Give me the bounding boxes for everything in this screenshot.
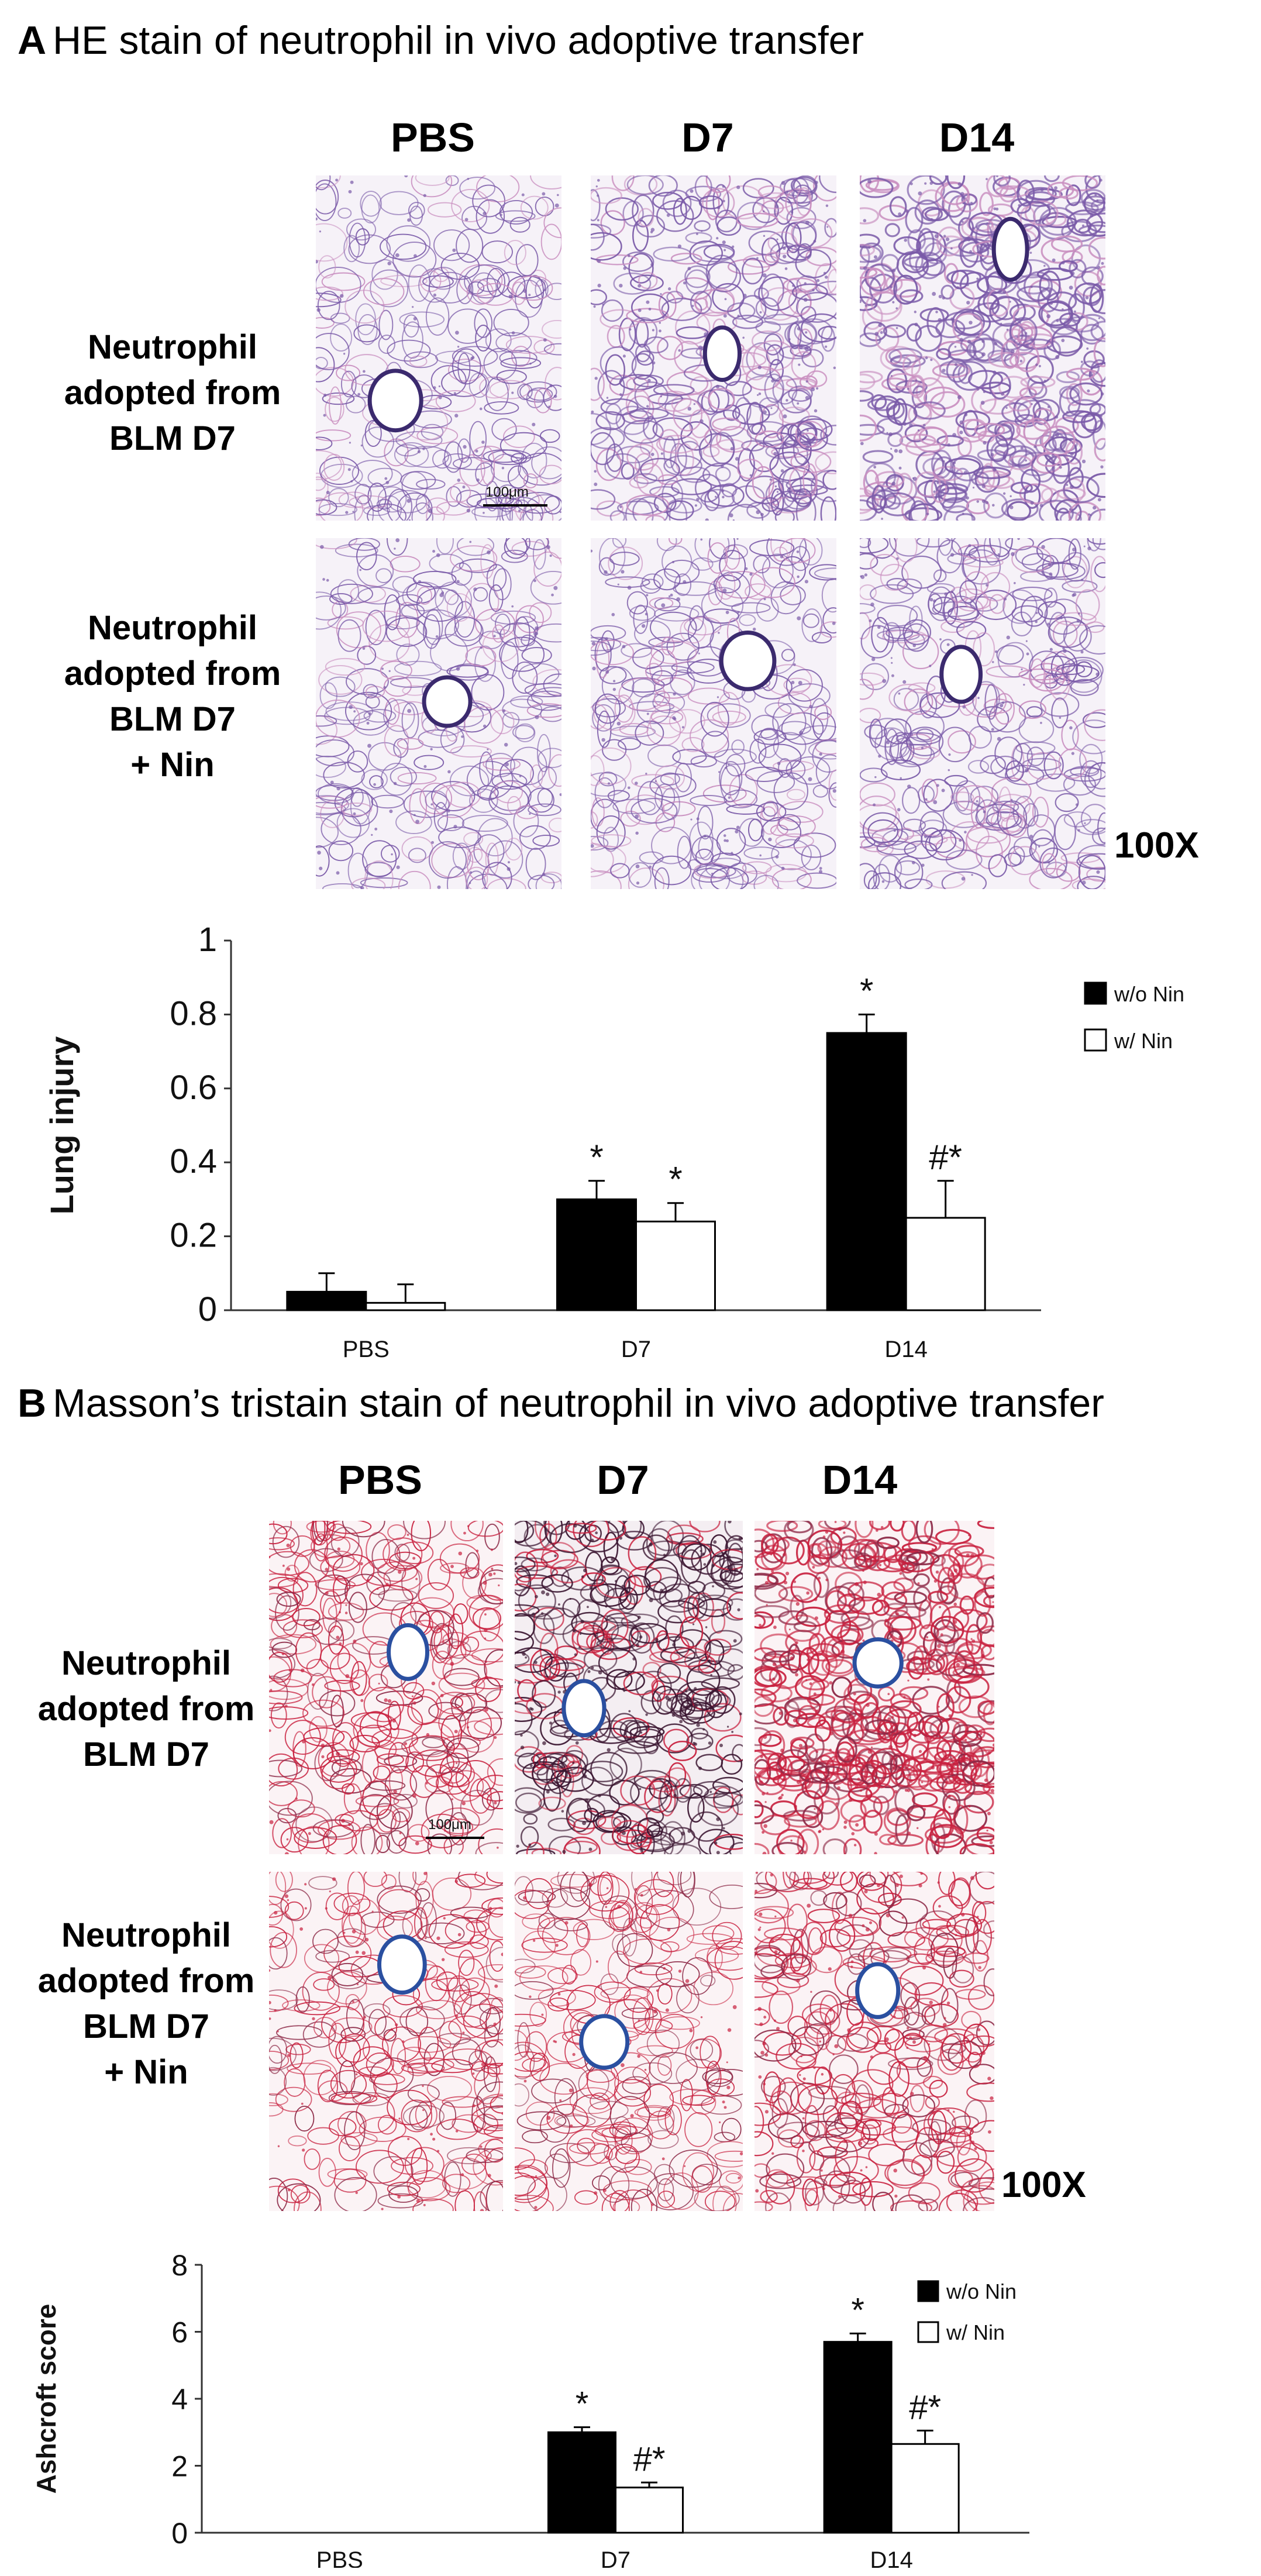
panel-b-scale-label: 100μm [428,1817,471,1833]
bar [826,1032,907,1311]
bar [286,1290,367,1311]
label-line: Neutrophil [88,609,257,647]
y-tick-label: 0.8 [170,994,217,1032]
panel-a-magnification: 100X [1114,825,1199,866]
masson-image-d7-row1 [515,1521,743,1854]
label-line: BLM D7 [83,2007,209,2045]
x-tick-label: D14 [884,1337,927,1362]
significance-label: * [669,1160,682,1199]
panel-b-col-pbs: PBS [338,1457,422,1503]
masson-image-d7-row2 [515,1872,743,2211]
x-tick-label: D7 [601,2547,630,2568]
legend-label: w/ Nin [1114,1029,1173,1053]
label-line: BLM D7 [83,1735,209,1773]
y-tick-label: 0 [198,1290,217,1328]
he-image-d14-row2 [860,538,1105,889]
y-tick-label: 0.4 [170,1142,217,1180]
y-tick-label: 0 [171,2517,188,2550]
masson-image-d14-row2 [754,1872,994,2211]
bar [547,2431,616,2534]
y-tick-label: 2 [171,2450,188,2483]
label-line: adopted from [37,1962,255,2000]
panel-b-magnification: 100X [1001,2165,1086,2205]
legend-swatch [1084,1028,1107,1052]
he-image-pbs-row1 [316,175,561,521]
legend-swatch [917,2280,939,2302]
y-axis-label: Lung injury [43,1036,80,1215]
significance-label: * [576,2385,589,2423]
panel-b-scale-bar [426,1837,484,1839]
he-image-d7-row1 [591,175,836,521]
significance-label: * [590,1138,603,1177]
panel-a-scale-label: 100μm [485,484,529,500]
significance-label: * [851,2291,864,2329]
bar [615,2487,684,2534]
label-line: BLM D7 [109,419,236,457]
panel-a-row1-label: Neutrophil adopted from BLM D7 [50,325,295,462]
legend-label: w/o Nin [1114,982,1184,1006]
x-tick-label: D7 [621,1337,651,1362]
y-tick-label: 1 [198,921,217,959]
panel-a-row2-label: Neutrophil adopted from BLM D7 + Nin [50,605,295,788]
panel-b-letter: B [18,1381,47,1425]
label-line: + Nin [130,746,215,784]
label-line: adopted from [64,374,281,412]
bar [556,1198,637,1311]
bar [823,2341,893,2534]
y-axis-label: Ashcroft score [31,2304,61,2494]
label-line: + Nin [104,2053,188,2091]
bar [890,2443,960,2534]
label-line: BLM D7 [109,700,236,738]
x-tick-label: PBS [343,1337,390,1362]
panel-b-row2-label: Neutrophil adopted from BLM D7 + Nin [23,1913,269,2095]
bar [635,1220,716,1311]
he-image-d14-row1 [860,175,1105,521]
masson-image-d14-row1 [754,1521,994,1854]
panel-a-letter: A [18,18,47,63]
he-image-pbs-row2 [316,538,561,889]
significance-label: #* [633,2440,666,2478]
panel-a-col-d14: D14 [939,115,1015,160]
masson-image-pbs-row1 [269,1521,503,1854]
legend-swatch [917,2321,939,2343]
label-line: Neutrophil [88,328,257,366]
panel-b-col-d14: D14 [822,1457,898,1503]
panel-a-scale-bar [483,504,547,507]
label-line: Neutrophil [61,1916,231,1954]
y-tick-label: 0.2 [170,1217,217,1255]
y-tick-label: 8 [171,2249,188,2282]
panel-a-title: HE stain of neutrophil in vivo adoptive … [53,18,864,63]
masson-image-pbs-row2 [269,1872,503,2211]
significance-label: #* [909,2388,941,2426]
lung-injury-chart: 0 0.2 0.4 0.6 0.8 1 Lung injury PBS D7 * * D14 * #* w/… [43,921,1184,1362]
panel-b-title: Masson’s tristain stain of neutrophil in… [53,1381,1104,1425]
panel-a-col-pbs: PBS [391,115,475,160]
he-image-d7-row2 [591,538,836,889]
significance-label: #* [929,1138,962,1177]
legend-swatch [1084,982,1107,1005]
label-line: Neutrophil [61,1644,231,1682]
bar [365,1301,446,1311]
legend-label: w/o Nin [946,2279,1017,2303]
y-tick-label: 6 [171,2316,188,2349]
ashcroft-score-chart: 0 2 4 6 8 Ashcroft score PBS D7 * #* D14 * #* w/o Nin… [31,2249,1029,2568]
bar [905,1217,986,1311]
y-tick-label: 0.6 [170,1069,217,1107]
panel-b-col-d7: D7 [597,1457,649,1503]
panel-b-row1-label: Neutrophil adopted from BLM D7 [23,1641,269,1778]
significance-label: * [860,971,873,1010]
y-tick-label: 4 [171,2383,188,2416]
x-tick-label: D14 [870,2547,912,2568]
panel-a-col-d7: D7 [681,115,734,160]
legend-label: w/ Nin [946,2320,1005,2344]
label-line: adopted from [64,655,281,693]
label-line: adopted from [37,1690,255,1728]
x-tick-label: PBS [316,2547,363,2568]
